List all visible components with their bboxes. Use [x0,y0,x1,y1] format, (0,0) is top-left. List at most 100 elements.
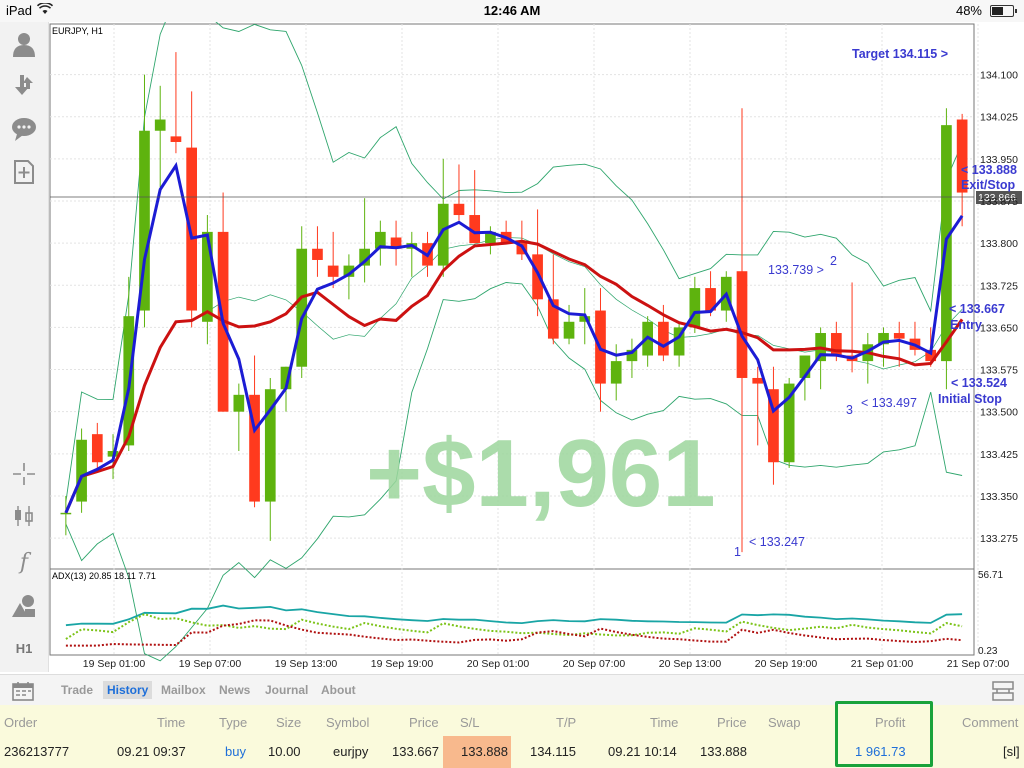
candle-body [610,361,622,384]
x-tick-label: 19 Sep 01:00 [83,658,146,670]
point-1-label: < 133.247 [749,535,805,549]
layout-toggle-icon[interactable] [992,681,1014,706]
col-header-tp[interactable]: T/P [556,715,577,730]
price-chart[interactable]: +$1,961 133.866 EURJPY, H1 134.100 134.02… [48,0,1024,674]
crosshair-icon[interactable] [10,460,38,488]
upper-band-line [65,0,963,502]
objects-icon[interactable] [10,592,38,620]
col-header-close-price[interactable]: Price [717,715,747,730]
y-tick-label: 133.650 [980,322,1018,334]
tab-mailbox[interactable]: Mailbox [161,683,206,697]
account-icon[interactable] [10,30,38,58]
battery-icon [990,5,1017,17]
cell-close-time: 09.21 10:14 [608,744,677,759]
indicator-max-label: 56.71 [978,570,1003,581]
col-header-open-time[interactable]: Time [157,715,186,730]
candle-body [202,231,213,322]
col-header-swap[interactable]: Swap [768,715,801,730]
profit-overlay-text: +$1,961 [366,420,716,527]
device-label: iPad [6,3,33,18]
y-tick-label: 133.275 [980,533,1018,545]
candle-body [139,130,150,311]
initial-label-annotation: Initial Stop [938,392,1002,406]
point-3-label: < 133.497 [861,396,917,410]
candle-body [547,299,559,339]
cell-close-price: 133.888 [700,744,747,759]
cell-order: 236213777 [4,744,70,759]
candle-body [799,355,811,378]
entry-price-annotation: < 133.667 [949,302,1005,316]
col-header-size[interactable]: Size [276,715,302,730]
x-tick-label: 19 Sep 13:00 [275,658,338,670]
indicator-min-label: 0.23 [978,646,998,657]
x-tick-label: 21 Sep 01:00 [851,658,914,670]
x-tick-label: 19 Sep 07:00 [179,658,242,670]
candle-body [343,265,355,277]
chart-area[interactable]: +$1,961 133.866 EURJPY, H1 134.100 134.02… [48,0,1024,674]
col-header-comment[interactable]: Comment [962,715,1019,730]
candle-body [736,271,748,378]
point-2-number: 2 [830,254,837,268]
x-tick-label: 21 Sep 07:00 [947,658,1010,670]
cell-profit: 1 961.73 [855,744,906,759]
x-tick-label: 19 Sep 19:00 [371,658,434,670]
exit-label-annotation: Exit/Stop [961,178,1016,192]
tab-about[interactable]: About [321,683,356,697]
candle-body [390,237,402,249]
y-tick-label: 134.025 [980,112,1018,124]
col-header-symbol[interactable]: Symbol [326,715,370,730]
candle-body [60,512,72,515]
candle-body [658,321,669,356]
function-icon[interactable]: f [19,549,29,575]
candle-body [154,119,166,131]
candle-body [689,288,701,328]
tab-news[interactable]: News [219,683,251,697]
candle-body [186,147,198,311]
y-tick-label: 133.500 [980,407,1018,419]
chat-icon[interactable] [10,115,38,143]
candle-body [296,248,308,367]
candlestick-icon[interactable] [10,502,38,530]
new-order-icon[interactable] [10,158,38,186]
tab-trade[interactable]: Trade [61,683,94,697]
candle-body [626,349,638,362]
candle-body [830,333,842,356]
history-row[interactable]: 236213777 09.21 09:37 buy 10.00 eurjpy 1… [0,736,1024,768]
candle-body [563,321,575,339]
candle-body [312,248,323,260]
y-tick-label: 133.725 [980,280,1018,292]
cell-size: 10.00 [268,744,301,759]
tab-journal[interactable]: Journal [265,683,309,697]
point-1-number: 1 [734,545,741,559]
adx-minus-di-line [65,619,963,647]
y-tick-label: 133.575 [980,365,1018,377]
tab-history[interactable]: History [103,681,153,699]
timeframe-button[interactable]: H1 [15,640,33,656]
col-header-open-price[interactable]: Price [409,715,439,730]
cell-type: buy [225,744,246,759]
candle-body [768,389,779,463]
initial-price-annotation: < 133.524 [951,376,1007,390]
x-tick-label: 20 Sep 01:00 [467,658,530,670]
col-header-profit[interactable]: Profit [875,715,906,730]
current-price-label: 133.866 [978,192,1016,204]
y-tick-label: 133.800 [980,238,1018,250]
calendar-icon[interactable] [12,681,34,706]
col-header-sl[interactable]: S/L [460,715,480,730]
candle-body [249,394,260,502]
trade-arrows-icon[interactable] [10,72,38,100]
col-header-order[interactable]: Order [4,715,38,730]
point-3-number: 3 [846,403,853,417]
col-header-type[interactable]: Type [219,715,248,730]
indicator-label: ADX(13) 20.85 18.11 7.71 [52,571,156,581]
y-tick-label: 133.425 [980,449,1018,461]
col-header-close-time[interactable]: Time [650,715,679,730]
candle-body [170,136,182,142]
cell-symbol: eurjpy [333,744,369,759]
profit-highlight-box [835,701,933,767]
current-price-box [976,191,1022,204]
candle-body [91,434,103,463]
point-2-label: 133.739 > [768,263,824,277]
sl-cell-highlight [443,736,511,768]
candle-body [469,215,481,244]
